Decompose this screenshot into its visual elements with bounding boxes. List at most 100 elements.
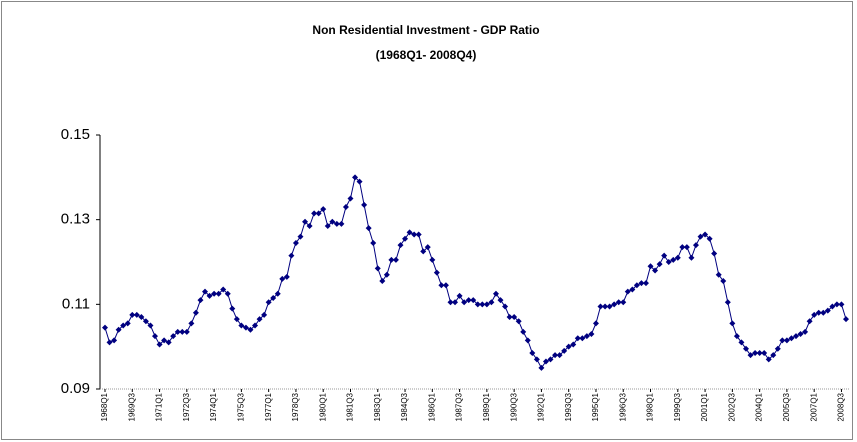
data-point (588, 330, 595, 337)
data-point (238, 322, 245, 329)
data-point (488, 299, 495, 306)
data-point (147, 322, 154, 329)
data-point (429, 256, 436, 263)
data-point (561, 347, 568, 354)
data-point (365, 225, 372, 232)
x-tick-label: 1990Q3 (509, 392, 518, 421)
data-point (174, 328, 181, 335)
data-point (424, 244, 431, 251)
data-point (320, 206, 327, 213)
data-point (388, 256, 395, 263)
data-point (652, 267, 659, 274)
data-point (133, 311, 140, 318)
data-point (829, 303, 836, 310)
data-point (252, 322, 259, 329)
x-tick-label: 2007Q1 (809, 392, 818, 421)
x-tick-label: 1993Q3 (564, 392, 573, 421)
x-tick-label: 1975Q3 (236, 392, 245, 421)
data-point (374, 265, 381, 272)
data-point (406, 229, 413, 236)
data-point (102, 324, 108, 331)
y-tick-label: 0.15 (61, 126, 90, 143)
data-point (279, 275, 286, 282)
y-tick-label: 0.11 (62, 295, 90, 312)
data-point (674, 254, 681, 261)
data-point (715, 271, 722, 278)
data-point (497, 297, 504, 304)
data-point (797, 330, 804, 337)
x-tick-label: 1998Q1 (646, 392, 655, 421)
data-point (347, 195, 354, 202)
data-point (433, 269, 440, 276)
data-point (515, 318, 522, 325)
data-point (765, 356, 772, 363)
data-point (811, 311, 818, 318)
data-point (538, 364, 545, 371)
data-point (683, 244, 690, 251)
data-point (170, 333, 177, 340)
data-point (633, 282, 640, 289)
data-point (311, 210, 318, 217)
data-point (397, 242, 404, 249)
data-point (470, 297, 477, 304)
data-point (283, 273, 290, 280)
data-point (138, 314, 145, 321)
data-point (438, 282, 445, 289)
data-point (706, 235, 713, 242)
data-point (806, 318, 813, 325)
data-point (665, 259, 672, 265)
data-point (733, 333, 740, 340)
data-point (220, 286, 227, 293)
y-tick-label: 0.09 (61, 380, 90, 397)
data-point (574, 335, 581, 342)
data-point (383, 271, 390, 278)
data-point (356, 178, 363, 185)
x-tick-label: 1989Q1 (482, 392, 491, 421)
data-point (106, 339, 113, 346)
data-point (556, 352, 563, 359)
data-point (670, 256, 677, 263)
x-tick-label: 1981Q3 (346, 392, 355, 421)
data-point (843, 316, 849, 323)
data-point (615, 299, 622, 306)
data-point (661, 252, 668, 259)
data-point (824, 307, 831, 314)
data-point (720, 278, 727, 285)
data-point (738, 339, 745, 346)
data-point (224, 290, 231, 297)
data-point (442, 282, 449, 289)
data-point (420, 248, 427, 255)
data-point (570, 341, 577, 348)
data-point (583, 333, 590, 340)
data-point (783, 337, 790, 344)
data-point (592, 320, 599, 327)
chart-subtitle: (1968Q1- 2008Q4) (376, 48, 477, 62)
data-point (492, 290, 499, 297)
data-point (597, 303, 604, 310)
data-point (624, 288, 631, 295)
data-point (415, 231, 422, 238)
x-tick-label: 1980Q1 (318, 392, 327, 421)
data-point (329, 218, 336, 225)
data-point (838, 301, 845, 308)
x-tick-label: 1995Q1 (591, 392, 600, 421)
x-tick-label: 1971Q1 (155, 392, 164, 421)
data-point (242, 324, 249, 331)
data-point (815, 309, 822, 316)
chart-title: Non Residential Investment - GDP Ratio (312, 23, 539, 37)
data-point (465, 297, 472, 304)
x-tick-label: 1974Q1 (209, 392, 218, 421)
x-tick-label: 1968Q1 (100, 392, 109, 421)
data-point (202, 288, 209, 295)
x-tick-label: 2004Q1 (755, 392, 764, 421)
data-point (779, 337, 786, 344)
data-point (306, 223, 313, 230)
data-point (215, 290, 222, 297)
x-tick-label: 1999Q3 (673, 392, 682, 421)
data-point (192, 309, 199, 316)
data-point (152, 333, 159, 340)
data-point (161, 337, 168, 344)
x-tick-label: 1977Q1 (264, 392, 273, 421)
data-point (392, 256, 399, 263)
